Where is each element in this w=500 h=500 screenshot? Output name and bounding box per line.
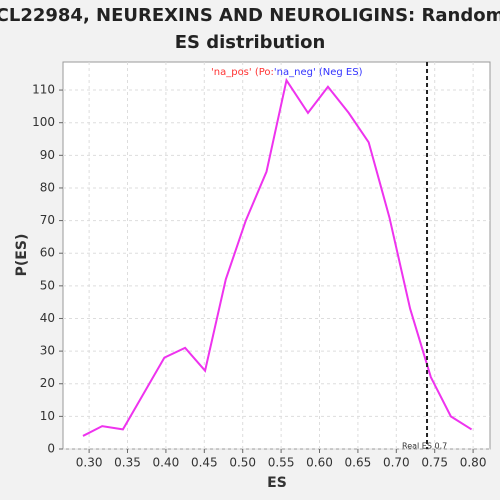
- x-axis-label: ES: [267, 475, 287, 491]
- x-tick-label: 0.65: [345, 456, 372, 470]
- y-tick-label: 50: [40, 278, 55, 292]
- chart-title: ES distribution: [175, 32, 326, 53]
- x-tick-label: 0.30: [76, 456, 103, 470]
- y-tick-label: 10: [40, 409, 55, 423]
- x-tick-label: 0.55: [268, 456, 295, 470]
- y-tick-label: 80: [40, 180, 55, 194]
- legend-entry: 'na_neg' (Neg ES): [274, 67, 363, 78]
- legend-entry: 'na_pos' (Po:: [211, 67, 274, 78]
- x-tick-label: 0.75: [421, 456, 448, 470]
- y-tick-label: 60: [40, 246, 55, 260]
- chart-title: CL22984, NEUREXINS AND NEUROLIGINS: Rand…: [0, 5, 500, 26]
- data-line: [82, 77, 473, 437]
- y-tick-label: 40: [40, 311, 55, 325]
- y-tick-label: 90: [40, 148, 55, 162]
- y-tick-label: 0: [47, 442, 55, 456]
- y-tick-label: 20: [40, 376, 55, 390]
- x-tick-label: 0.50: [229, 456, 256, 470]
- x-tick-label: 0.60: [306, 456, 333, 470]
- marker-label: Real ES 0.7: [402, 442, 447, 451]
- x-tick-label: 0.70: [383, 456, 410, 470]
- y-tick-label: 30: [40, 344, 55, 358]
- y-tick-label: 100: [32, 115, 55, 129]
- x-tick-label: 0.40: [153, 456, 180, 470]
- y-tick-label: 110: [32, 83, 55, 97]
- x-tick-label: 0.35: [114, 456, 141, 470]
- x-tick-label: 0.45: [191, 456, 218, 470]
- y-axis-label: P(ES): [14, 234, 30, 277]
- x-tick-label: 0.80: [460, 456, 487, 470]
- y-tick-label: 70: [40, 213, 55, 227]
